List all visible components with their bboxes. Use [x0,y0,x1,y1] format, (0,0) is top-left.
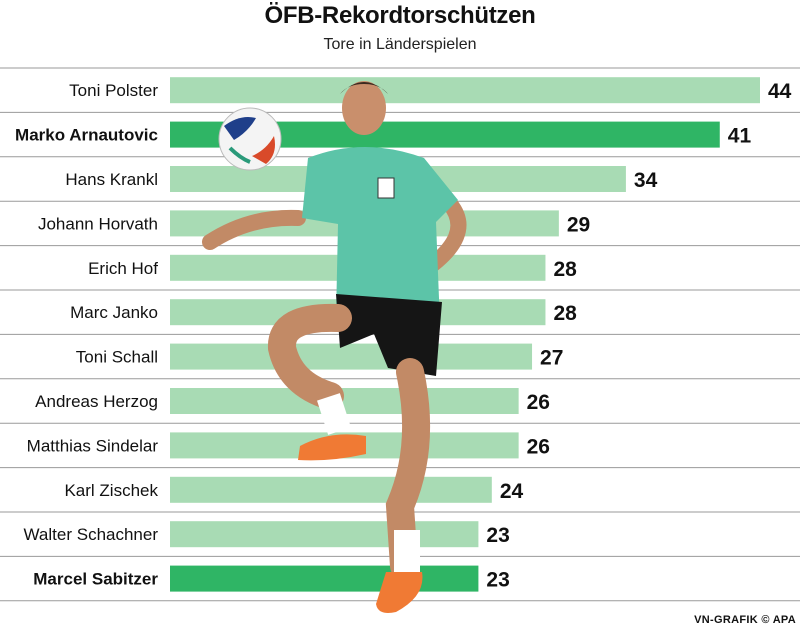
category-label: Walter Schachner [24,525,159,544]
data-label: 28 [553,258,577,281]
category-label: Hans Krankl [65,170,158,189]
player-photo [202,81,467,613]
bar-toni-schall [170,343,533,370]
bar-marcel-sabitzer [170,565,479,592]
category-label: Karl Zischek [64,481,158,500]
data-label: 28 [553,302,577,325]
data-label: 29 [567,213,590,236]
category-label: Matthias Sindelar [27,436,159,455]
data-label: 26 [527,435,550,458]
data-label: 41 [728,125,752,148]
bar-toni-polster [170,77,760,104]
data-label: 27 [540,347,563,370]
data-label: 23 [486,524,509,547]
data-label: 34 [634,169,658,192]
bar-walter-schachner [170,521,479,548]
data-label: 44 [768,80,792,103]
source-credit: VN-GRAFIK © APA [694,614,796,626]
data-label: 23 [486,569,509,592]
category-label: Marc Janko [70,303,158,322]
bar-karl-zischek [170,476,492,503]
category-label: Marcel Sabitzer [33,570,158,589]
category-label: Toni Polster [69,81,158,100]
category-label: Marko Arnautovic [15,126,158,145]
category-label: Toni Schall [76,348,158,367]
chart-subtitle: Tore in Länderspielen [323,36,477,53]
data-label: 26 [527,391,550,414]
chart-title: ÖFB-Rekordtorschützen [264,2,536,29]
category-label: Andreas Herzog [35,392,158,411]
category-label: Erich Hof [88,259,158,278]
data-label: 24 [500,480,524,503]
category-label: Johann Horvath [38,214,158,233]
